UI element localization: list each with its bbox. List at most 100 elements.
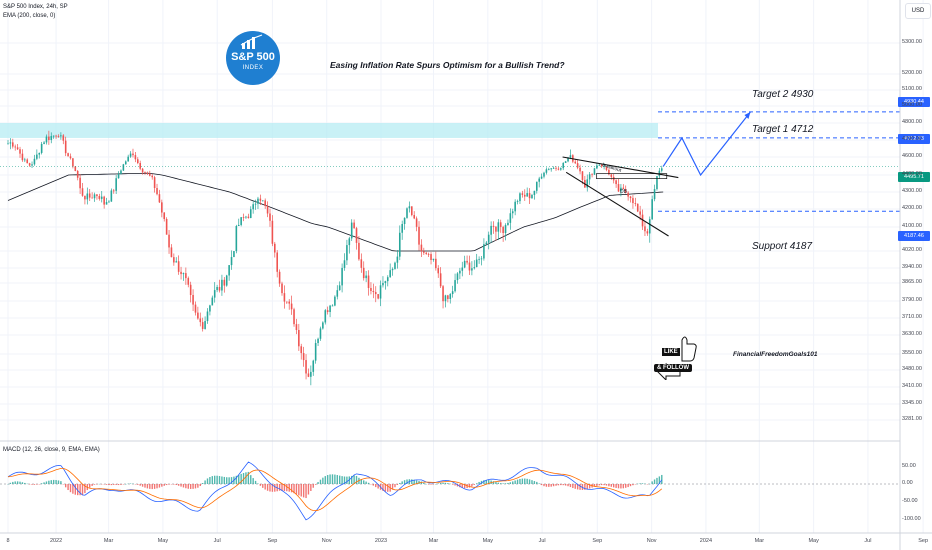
macd-histogram-bar xyxy=(201,482,204,484)
macd-histogram-bar xyxy=(33,484,36,485)
macd-histogram-bar xyxy=(651,481,653,484)
candle-down xyxy=(151,175,154,178)
price-tick: 4400.00 xyxy=(902,171,922,177)
macd-histogram-bar xyxy=(600,484,603,486)
macd-histogram-bar xyxy=(189,484,192,489)
grid-lines xyxy=(0,0,924,533)
macd-histogram-bar xyxy=(84,484,86,494)
candle-up xyxy=(485,242,488,245)
candle-down xyxy=(374,292,377,295)
macd-histogram-bar xyxy=(603,484,605,486)
macd-histogram-bar xyxy=(274,484,276,492)
candle-up xyxy=(124,161,127,165)
macd-histogram-bar xyxy=(454,484,456,486)
candle-down xyxy=(636,203,639,212)
macd-histogram-bar xyxy=(307,484,310,495)
candle-up xyxy=(550,168,553,170)
macd-histogram-bar xyxy=(14,481,16,484)
macd-histogram-bar xyxy=(615,484,617,488)
candle-down xyxy=(283,293,286,302)
macd-histogram-bar xyxy=(384,484,387,492)
candle-down xyxy=(492,225,495,227)
candle-up xyxy=(228,265,230,276)
candle-up xyxy=(245,216,247,218)
double-bottom-box xyxy=(596,173,668,179)
candle-down xyxy=(55,135,57,137)
candle-down xyxy=(259,198,262,201)
candle-up xyxy=(507,222,509,226)
candle-up xyxy=(398,232,401,257)
time-tick: May xyxy=(482,538,494,544)
candle-down xyxy=(180,271,182,275)
candle-up xyxy=(338,285,341,291)
price-tick: 5000.00 xyxy=(902,102,922,108)
candle-up xyxy=(350,222,353,239)
macd-histogram-bar xyxy=(543,484,545,487)
macd-histogram-bar xyxy=(290,484,293,493)
candle-up xyxy=(461,267,464,271)
candle-down xyxy=(425,252,428,254)
candle-down xyxy=(201,322,204,329)
candle-down xyxy=(576,163,579,168)
candle-down xyxy=(199,318,202,323)
candle-down xyxy=(189,284,192,295)
candle-up xyxy=(237,224,240,226)
macd-histogram-bar xyxy=(293,484,295,494)
macd-histogram-bar xyxy=(653,479,656,484)
macd-histogram-bar xyxy=(312,484,314,488)
time-tick: 8 xyxy=(6,538,10,544)
price-tick: 3940.00 xyxy=(902,264,922,270)
price-tick: 4600.00 xyxy=(902,153,922,159)
candle-down xyxy=(641,214,644,227)
candle-down xyxy=(264,200,266,206)
macd-histogram-bar xyxy=(146,484,149,489)
macd-histogram-bar xyxy=(560,484,562,486)
candle-down xyxy=(84,195,86,200)
candle-down xyxy=(305,360,307,374)
candle-down xyxy=(197,312,199,319)
candle-down xyxy=(634,203,637,204)
candle-down xyxy=(57,136,60,137)
macd-histogram-bar xyxy=(50,480,52,484)
macd-histogram-bar xyxy=(77,484,79,496)
macd-histogram-bar xyxy=(269,484,271,492)
candle-up xyxy=(252,204,254,210)
price-tick: 3710.00 xyxy=(902,314,922,320)
price-label-target2: 4930.44 xyxy=(898,97,930,107)
macd-histogram-bar xyxy=(199,484,201,487)
candle-down xyxy=(632,198,634,204)
macd-histogram-bar xyxy=(526,478,528,484)
candle-down xyxy=(170,247,173,258)
candle-up xyxy=(620,187,622,192)
candle-up xyxy=(548,169,550,171)
candle-up xyxy=(213,290,216,298)
macd-histogram-bar xyxy=(310,484,312,491)
macd-histogram-bar xyxy=(36,484,38,485)
candle-up xyxy=(254,203,257,205)
macd-histogram-bar xyxy=(512,481,514,484)
price-tick: 4100.00 xyxy=(902,223,922,229)
candle-up xyxy=(216,287,218,291)
candle-up xyxy=(456,273,459,281)
macd-histogram-bar xyxy=(52,479,55,484)
candle-down xyxy=(499,222,502,227)
candle-up xyxy=(100,196,103,199)
macd-histogram-bar xyxy=(338,475,341,484)
target1-label: Target 1 4712 xyxy=(752,124,814,135)
candle-up xyxy=(249,209,252,219)
candle-up xyxy=(403,217,406,225)
price-tick: 4800.00 xyxy=(902,119,922,125)
candle-down xyxy=(466,260,468,263)
candle-up xyxy=(314,343,317,361)
macd-histogram-bar xyxy=(483,480,485,484)
currency-button[interactable]: USD xyxy=(905,3,931,19)
macd-histogram-bar xyxy=(43,482,45,484)
macd-histogram-bar xyxy=(406,479,408,484)
ema-legend: EMA (200, close, 0) xyxy=(3,13,56,19)
candle-up xyxy=(588,174,591,180)
macd-histogram-bar xyxy=(286,484,288,492)
candle-up xyxy=(432,258,435,261)
candle-up xyxy=(221,279,223,291)
macd-histogram-bar xyxy=(625,484,627,488)
